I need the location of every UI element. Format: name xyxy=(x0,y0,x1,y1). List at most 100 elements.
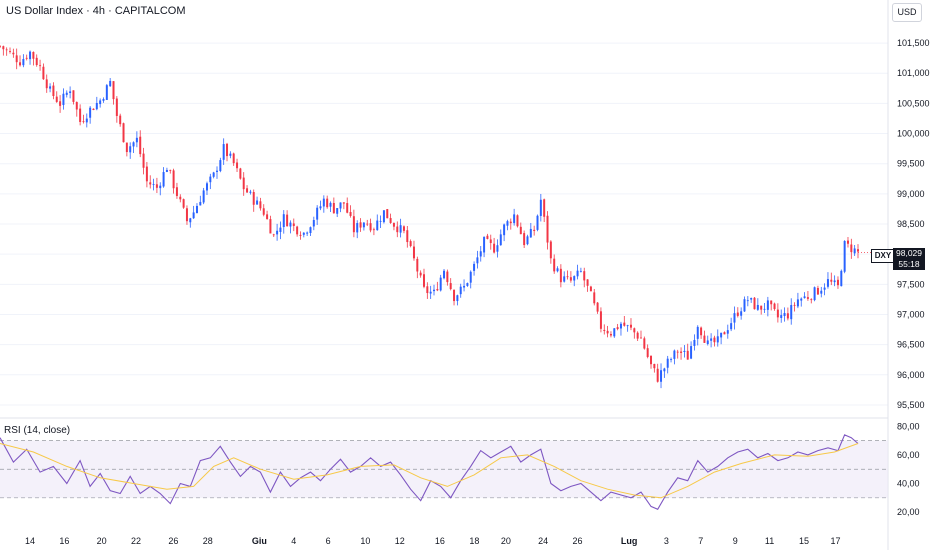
candle xyxy=(19,55,22,67)
candle xyxy=(583,267,586,288)
candle xyxy=(0,45,1,48)
candle xyxy=(850,238,853,259)
candle xyxy=(526,234,529,246)
candle xyxy=(159,182,162,196)
candle xyxy=(686,343,689,360)
candle xyxy=(362,222,365,231)
candle xyxy=(496,239,499,258)
candle xyxy=(5,47,8,56)
candle xyxy=(473,261,476,276)
candle xyxy=(226,142,229,162)
candle xyxy=(459,283,462,298)
candle xyxy=(209,173,212,190)
time-tick-label: 7 xyxy=(698,536,703,546)
candle xyxy=(653,363,656,373)
candle xyxy=(312,216,315,231)
time-axis[interactable]: 14 16 20 22 26 28 Giu 4 6 10 12 16 18 20 24 26 Lug 3 7 9 11 1… xyxy=(25,536,841,546)
candle xyxy=(105,83,108,100)
candle xyxy=(396,221,399,238)
time-tick-label: 16 xyxy=(59,536,69,546)
chart-title: US Dollar Index · 4h · CAPITALCOM xyxy=(6,5,186,17)
price-tick-label: 96,000 xyxy=(897,370,925,380)
candle xyxy=(623,316,626,327)
candle xyxy=(770,300,773,311)
currency-button[interactable]: USD xyxy=(892,3,922,22)
candle xyxy=(379,215,382,229)
candle xyxy=(793,302,796,312)
candle xyxy=(35,54,38,67)
candle xyxy=(466,282,469,287)
candle xyxy=(489,234,492,250)
candle xyxy=(42,63,45,80)
time-tick-label: 9 xyxy=(733,536,738,546)
candle xyxy=(756,298,759,311)
candle xyxy=(823,283,826,296)
candle xyxy=(152,178,155,191)
candle xyxy=(629,318,632,331)
candle xyxy=(703,330,706,344)
candle xyxy=(730,317,733,332)
candle xyxy=(619,321,622,336)
candle xyxy=(720,332,723,345)
time-tick-label: 20 xyxy=(97,536,107,546)
time-tick-label: 26 xyxy=(573,536,583,546)
candle xyxy=(426,282,429,299)
candle xyxy=(39,59,42,71)
candle xyxy=(670,357,673,363)
candle xyxy=(119,113,122,127)
candle xyxy=(563,271,566,283)
candle xyxy=(723,331,726,335)
candle xyxy=(82,114,85,124)
candle xyxy=(439,274,442,292)
time-tick-label: 24 xyxy=(538,536,548,546)
rsi-tick-label: 20,00 xyxy=(897,507,920,517)
candle xyxy=(266,210,269,220)
candle xyxy=(62,88,65,110)
rsi-indicator-label[interactable]: RSI (14, close) xyxy=(4,425,71,436)
candle xyxy=(650,355,653,369)
time-tick-label: Lug xyxy=(621,536,638,546)
time-tick-label: Giu xyxy=(252,536,267,546)
candle xyxy=(322,195,325,213)
candle xyxy=(533,225,536,236)
time-tick-label: 15 xyxy=(799,536,809,546)
price-tick-label: 100,500 xyxy=(897,98,930,108)
candle xyxy=(853,244,856,257)
candle xyxy=(846,236,849,248)
price-tick-label: 95,500 xyxy=(897,400,925,410)
candle xyxy=(132,141,135,153)
candle xyxy=(843,240,846,274)
candle xyxy=(576,264,579,280)
candle xyxy=(406,226,409,248)
candle xyxy=(493,237,496,254)
symbol-tag: DXY xyxy=(871,249,895,263)
time-tick-label: 20 xyxy=(501,536,511,546)
price-tick-label: 100,000 xyxy=(897,129,930,139)
candle xyxy=(596,301,599,314)
candle xyxy=(553,254,556,274)
candle xyxy=(99,98,102,108)
price-candles xyxy=(0,45,888,389)
rsi-y-axis: 80,00 60,00 40,00 20,00 xyxy=(897,421,920,517)
candle xyxy=(676,349,679,359)
rsi-tick-label: 60,00 xyxy=(897,450,920,460)
candle xyxy=(773,302,776,311)
candle xyxy=(716,329,719,347)
candle xyxy=(633,327,636,339)
price-gridlines xyxy=(0,42,888,406)
candle xyxy=(513,208,516,226)
candle xyxy=(690,341,693,360)
candle xyxy=(232,152,235,166)
time-tick-label: 6 xyxy=(326,536,331,546)
candle xyxy=(189,217,192,228)
candle xyxy=(149,175,152,189)
rsi-pane xyxy=(0,434,888,510)
candle xyxy=(810,298,813,304)
candle xyxy=(680,347,683,360)
price-tick-label: 98,500 xyxy=(897,219,925,229)
candle xyxy=(536,214,539,232)
candle xyxy=(366,219,369,227)
candle xyxy=(613,328,616,338)
candle xyxy=(586,279,589,292)
